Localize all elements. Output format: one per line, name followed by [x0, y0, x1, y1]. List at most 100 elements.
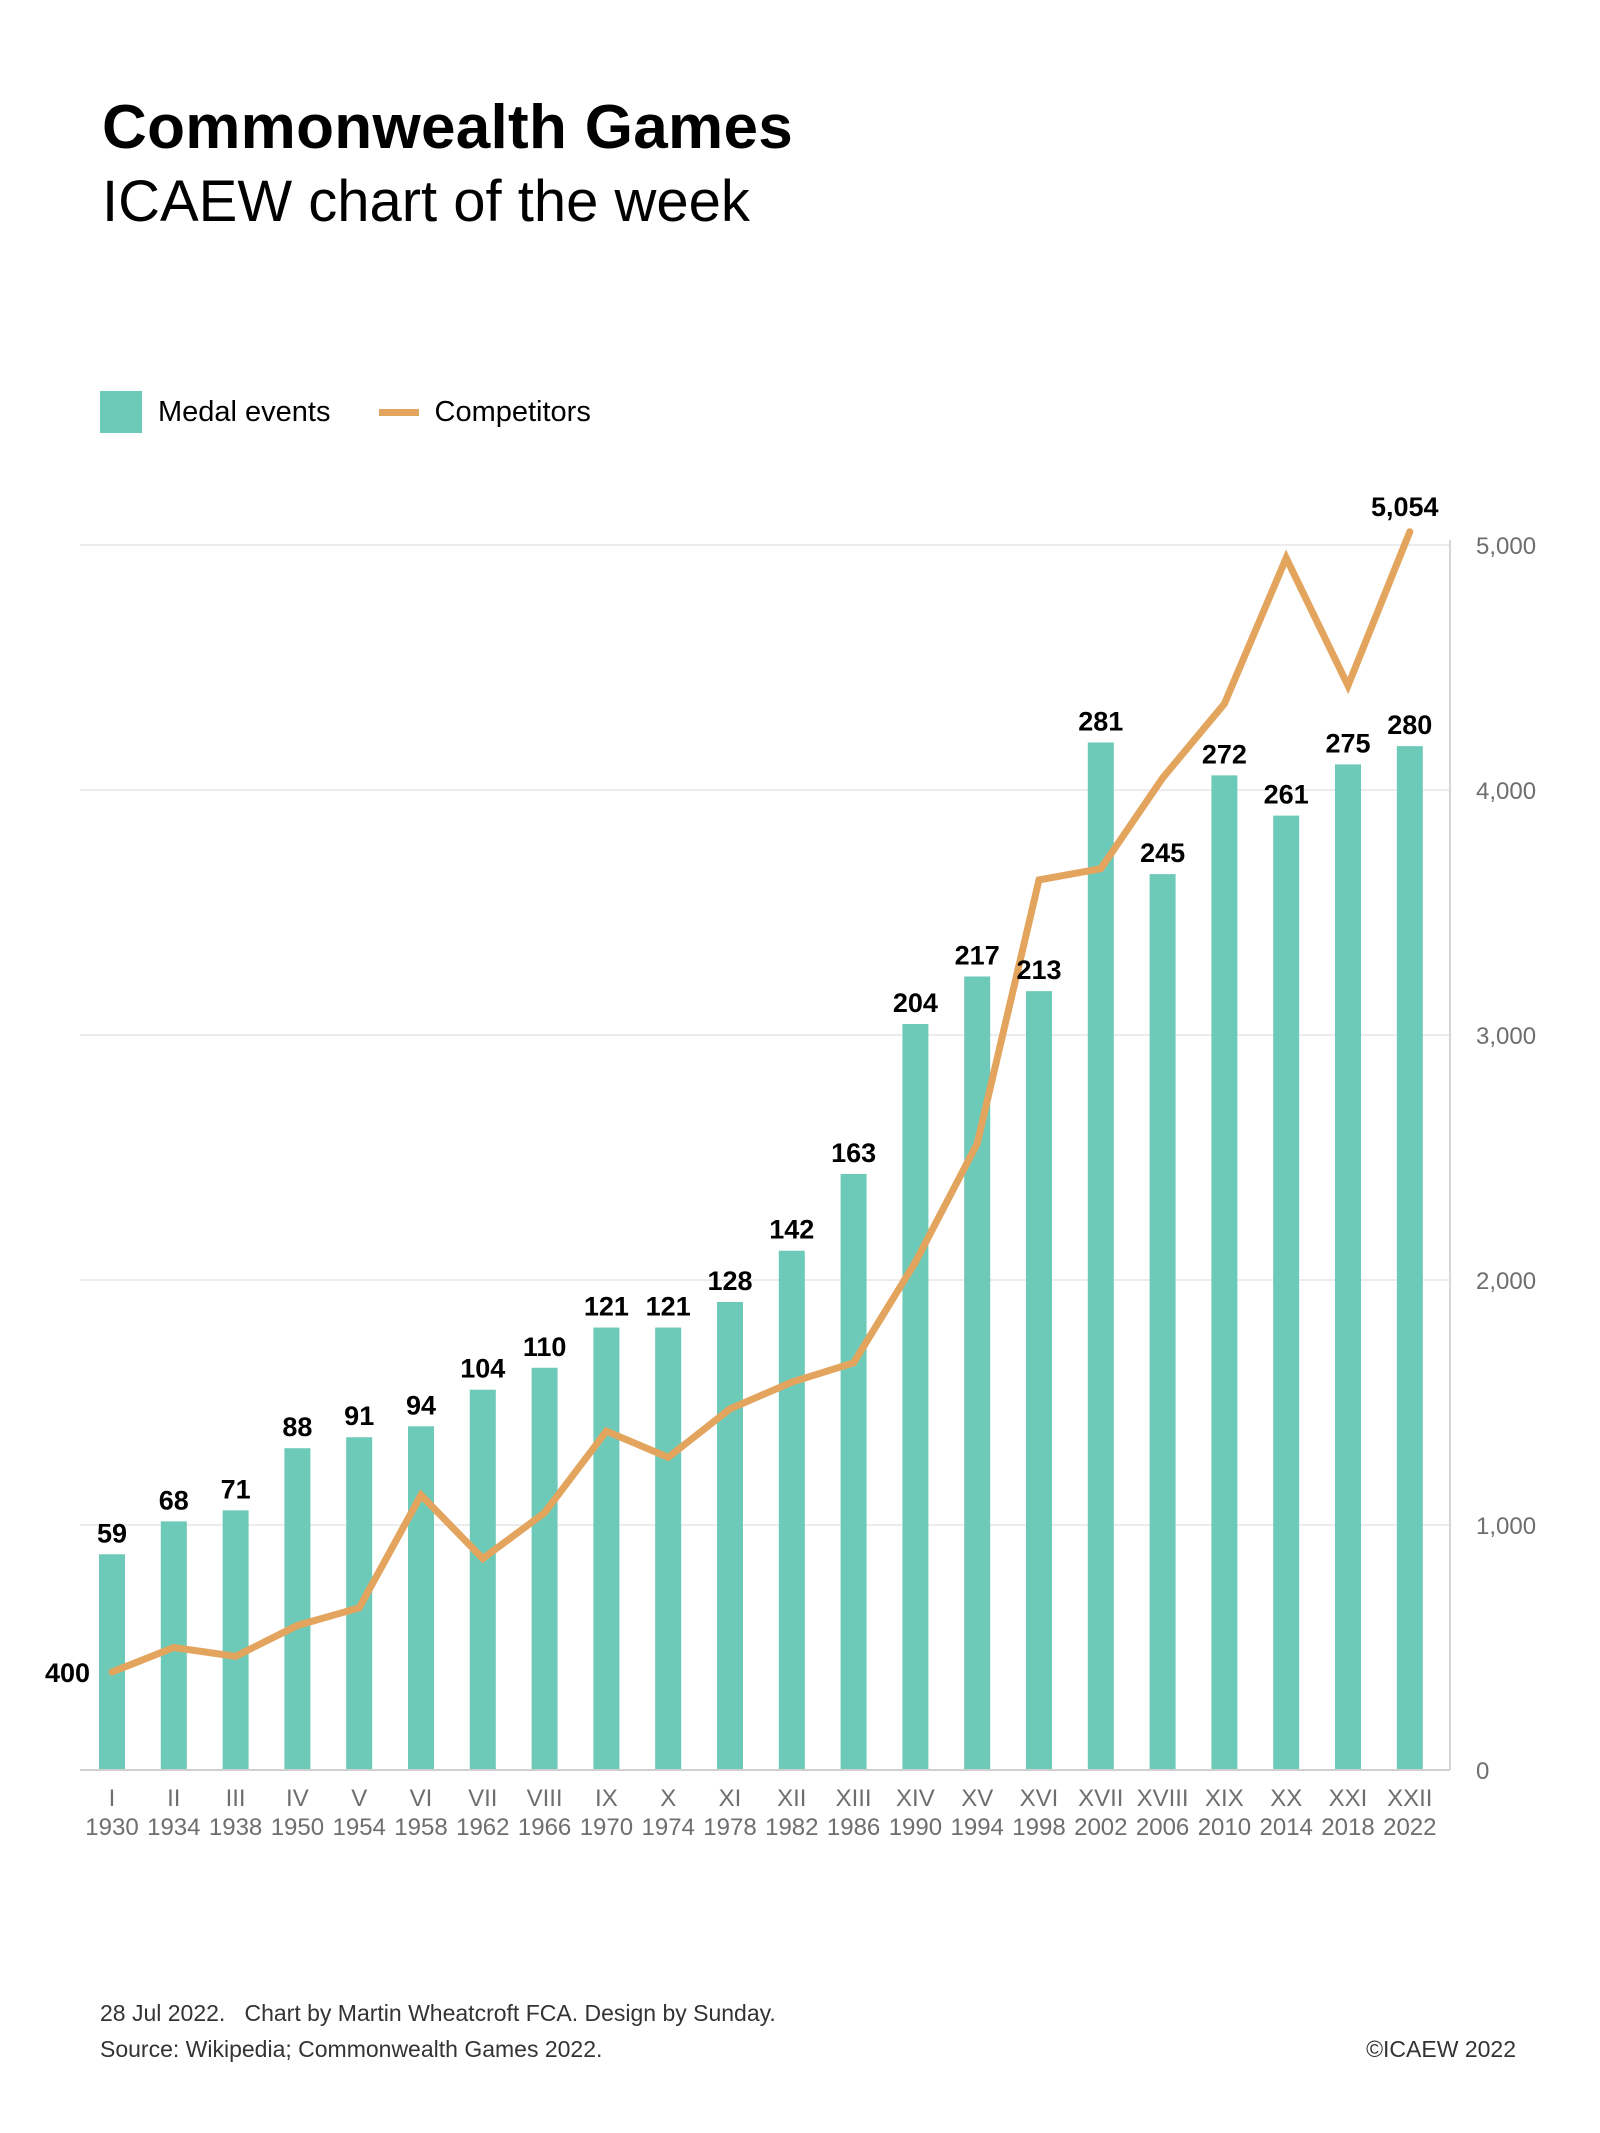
legend-line-swatch	[378, 408, 419, 416]
y-tick-label: 2,000	[1476, 1268, 1536, 1295]
bar-series	[99, 742, 1423, 1771]
x-tick-year-label: 2018	[1321, 1814, 1374, 1841]
bar	[469, 1389, 496, 1770]
x-tick-label: X	[660, 1785, 676, 1812]
bar-value-label: 121	[646, 1292, 691, 1322]
x-tick-label: XVI	[1020, 1785, 1059, 1812]
y-tick-label: 3,000	[1476, 1023, 1536, 1050]
legend-bar-label: Medal events	[158, 395, 331, 428]
y-tick-label: 1,000	[1476, 1513, 1536, 1540]
x-tick-year-label: 2006	[1136, 1814, 1189, 1841]
x-tick-label: XIV	[896, 1785, 935, 1812]
x-tick-label: XXII	[1387, 1785, 1432, 1812]
bar-value-label: 280	[1387, 710, 1432, 740]
bar-value-label: 121	[584, 1292, 629, 1322]
line-series	[108, 528, 1414, 1676]
x-tick-label: XXI	[1329, 1785, 1368, 1812]
x-tick-year-label: 1938	[209, 1814, 262, 1841]
bar	[284, 1448, 311, 1770]
x-tick-year-label: 1954	[333, 1814, 386, 1841]
bar	[840, 1173, 867, 1770]
x-tick-label: III	[226, 1785, 246, 1812]
bar-value-label: 71	[221, 1474, 251, 1504]
x-tick-label: XI	[719, 1785, 742, 1812]
bar	[222, 1510, 249, 1770]
x-tick-year-label: 1998	[1012, 1814, 1065, 1841]
grid-lines	[80, 544, 1450, 1526]
bar-value-label: 163	[831, 1138, 876, 1168]
x-tick-year-label: 1934	[147, 1814, 200, 1841]
x-tick-year-label: 1974	[642, 1814, 695, 1841]
x-tick-label: V	[351, 1785, 367, 1812]
bar-value-label: 261	[1264, 780, 1309, 810]
footer-credits: 28 Jul 2022. Chart by Martin Wheatcroft …	[100, 2000, 776, 2026]
bar-value-label: 245	[1140, 838, 1185, 868]
bar-value-label: 104	[460, 1354, 505, 1384]
x-tick-year-label: 1962	[456, 1814, 509, 1841]
x-tick-label: II	[167, 1785, 180, 1812]
bar-value-label: 217	[955, 940, 1000, 970]
x-tick-year-label: 1982	[765, 1814, 818, 1841]
bar-value-label: 128	[707, 1266, 752, 1296]
x-tick-label: VII	[468, 1785, 497, 1812]
bar	[1026, 991, 1052, 1770]
bar	[1335, 764, 1361, 1770]
x-tick-label: XV	[961, 1785, 993, 1812]
line-first-label: 400	[45, 1658, 90, 1688]
legend-bar-swatch	[100, 391, 142, 433]
x-tick-label: I	[109, 1785, 116, 1812]
x-tick-year-label: 1958	[394, 1814, 447, 1841]
chart-subtitle: ICAEW chart of the week	[102, 169, 750, 234]
x-tick-year-label: 2014	[1260, 1814, 1313, 1841]
x-tick-label: XX	[1270, 1785, 1302, 1812]
bar	[655, 1327, 682, 1770]
bar	[1149, 874, 1176, 1770]
bar-value-label: 142	[769, 1215, 814, 1245]
bar	[1211, 775, 1238, 1770]
x-tick-year-label: 1950	[271, 1814, 324, 1841]
y-tick-label: 0	[1476, 1758, 1489, 1785]
bar-value-label: 88	[282, 1412, 312, 1442]
chart-title: Commonwealth Games	[102, 93, 794, 162]
x-tick-label: VIII	[527, 1785, 563, 1812]
y-tick-label: 5,000	[1476, 533, 1536, 560]
copyright: ©ICAEW 2022	[1366, 2036, 1516, 2062]
x-tick-label: XII	[777, 1785, 806, 1812]
bar	[717, 1301, 743, 1770]
x-tick-year-label: 2002	[1074, 1814, 1127, 1841]
x-tick-year-label: 2022	[1383, 1814, 1436, 1841]
bar	[1273, 815, 1300, 1770]
x-tick-label: IV	[286, 1785, 309, 1812]
data-labels: 59 68 71 88 91 94 104 110 121 121 128 142 163 204 217 2…	[45, 492, 1439, 1688]
bar-value-label: 213	[1016, 955, 1061, 985]
x-tick-label: XVII	[1078, 1785, 1123, 1812]
x-tick-year-label: 1986	[827, 1814, 880, 1841]
y-tick-label: 4,000	[1476, 778, 1536, 805]
x-tick-label: XVIII	[1137, 1785, 1189, 1812]
bar	[1396, 746, 1423, 1770]
x-tick-year-label: 1966	[518, 1814, 571, 1841]
bar-value-label: 94	[406, 1390, 436, 1420]
bar	[1087, 742, 1114, 1771]
bar-value-label: 110	[523, 1332, 567, 1362]
x-tick-label: XIX	[1205, 1785, 1244, 1812]
x-tick-label: VI	[410, 1785, 433, 1812]
bar-value-label: 59	[97, 1518, 127, 1548]
bar	[778, 1250, 805, 1770]
bar-value-label: 91	[344, 1401, 374, 1431]
bar	[531, 1367, 558, 1770]
x-tick-year-label: 1978	[703, 1814, 756, 1841]
competitors-line	[108, 528, 1414, 1676]
x-tick-year-label: 1970	[580, 1814, 633, 1841]
bar-value-label: 204	[893, 988, 938, 1018]
x-tick-year-label: 1994	[951, 1814, 1004, 1841]
bar	[408, 1426, 434, 1770]
bar-value-label: 68	[159, 1485, 189, 1515]
bar-value-label: 281	[1078, 706, 1123, 736]
chart-plot: 59 68 71 88 91 94 104 110 121 121 128 142 163 204 217 2…	[45, 492, 1536, 1841]
bar-value-label: 272	[1202, 739, 1247, 769]
x-tick-year-label: 1930	[85, 1814, 138, 1841]
footer-source: Source: Wikipedia; Commonwealth Games 20…	[100, 2036, 603, 2062]
x-tick-label: XIII	[836, 1785, 872, 1812]
